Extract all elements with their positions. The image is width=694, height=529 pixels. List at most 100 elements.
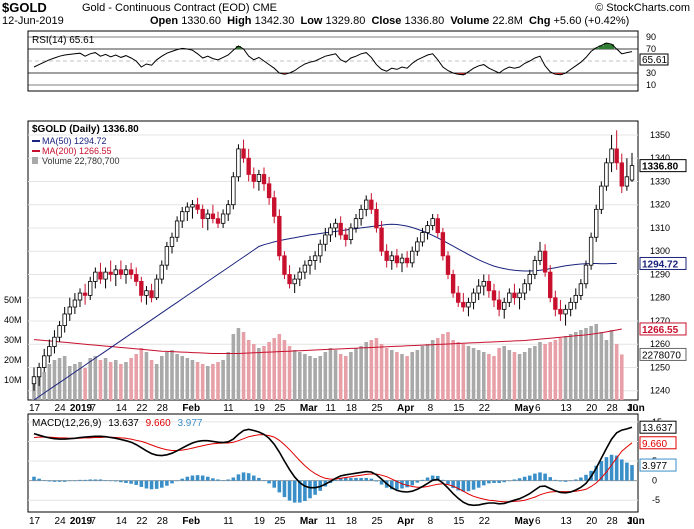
macd-hist-bar	[343, 477, 348, 481]
volume-value: 22.8M	[492, 15, 523, 27]
candle-body	[507, 292, 512, 303]
candle-body	[210, 213, 216, 220]
price-tick-label: 1240	[650, 386, 670, 396]
macd-hist-bar	[62, 480, 67, 482]
candle-body	[599, 185, 604, 210]
volume-bar	[589, 326, 593, 400]
volume-bar	[113, 360, 118, 400]
volume-bar	[313, 358, 317, 400]
volume-bar	[415, 350, 420, 400]
volume-bar	[318, 356, 323, 400]
volume-bar	[548, 342, 553, 400]
candle-body	[52, 336, 57, 347]
volume-bar	[389, 350, 394, 400]
volume-tick-label: 20M	[4, 355, 22, 365]
candle-body	[491, 290, 497, 301]
candle-body	[394, 255, 400, 264]
macd-hist-bar	[548, 477, 553, 481]
x-axis-tick-label: 28	[157, 516, 169, 527]
volume-bar	[226, 352, 231, 400]
x-axis-tick-label: 17	[29, 403, 41, 414]
candle-body	[88, 281, 93, 296]
site-credit[interactable]: © StockCharts.com	[595, 2, 690, 14]
volume-bar	[277, 334, 282, 400]
candle-body	[149, 290, 154, 299]
candle-body	[251, 174, 256, 182]
candle-body	[287, 274, 292, 285]
last-ma50-label-box	[639, 256, 687, 270]
candle-body	[159, 264, 164, 280]
candle-body	[476, 285, 481, 294]
macd-hist-bar	[226, 479, 231, 481]
candle-body	[379, 227, 384, 252]
rsi-overbought-fill	[593, 47, 599, 49]
macd-hist-bar	[282, 480, 287, 498]
volume-bar	[573, 332, 578, 400]
candle-body	[200, 208, 205, 220]
macd-hist-bar	[139, 480, 144, 487]
candle-body	[420, 232, 425, 243]
volume-bar	[134, 354, 139, 400]
macd-hist-bar	[461, 480, 466, 492]
macd-panel[interactable]: 151050-5 MACD(12,26,9) 13.637 9.660 3.97…	[27, 413, 677, 513]
x-axis-tick-label: 18	[346, 516, 358, 527]
price-last-labels: 1336.80 1294.72 1266.55 2278070	[639, 159, 687, 361]
candle-body	[47, 346, 52, 357]
volume-bar	[354, 348, 358, 400]
macd-hist-bar	[400, 480, 404, 489]
volume-bar	[584, 328, 588, 400]
volume-bar	[88, 358, 93, 400]
candle-body	[548, 271, 553, 299]
volume-bar	[609, 330, 614, 400]
volume-bar	[236, 328, 241, 400]
macd-hist-bar	[527, 475, 532, 481]
macd-hist-bar	[389, 480, 394, 490]
volume-bar	[558, 338, 563, 400]
volume-bar	[507, 350, 512, 400]
volume-bar	[430, 340, 435, 400]
signal-last-label: 9.660	[642, 439, 667, 450]
candle-body	[144, 290, 149, 296]
candle-body	[292, 278, 297, 285]
macd-hist-bar	[349, 477, 353, 481]
macd-hist-bar	[170, 480, 174, 484]
macd-hist-bar	[119, 480, 123, 483]
price-tick-label: 1270	[650, 316, 670, 326]
x-axis-tick-label: 8	[428, 516, 434, 527]
candle-body	[307, 260, 313, 266]
candle-body	[496, 299, 502, 310]
price-panel[interactable]: 1350 1340 1330 1320 1310 1300 1290 1280 1270 1260…	[4, 120, 687, 401]
macd-hist-bar	[379, 480, 384, 485]
volume-bar	[154, 364, 159, 400]
volume-tick-label: 30M	[4, 335, 22, 345]
candle-body	[154, 278, 159, 299]
candle-body	[404, 257, 410, 264]
quote-date: 12-Jun-2019	[2, 15, 64, 27]
candle-body	[82, 292, 88, 296]
candle-body	[425, 225, 430, 233]
macd-hist-bar	[175, 480, 179, 482]
rsi-tick-label: 30	[646, 68, 656, 78]
x-axis-tick-label: 28	[607, 403, 619, 414]
x-axis-tick-label: 13	[561, 403, 573, 414]
volume-bar	[594, 324, 599, 400]
macd-hist-bar	[267, 480, 271, 484]
candle-body	[466, 301, 471, 308]
macd-hist-bar	[441, 479, 445, 481]
rsi-oversold-fill	[281, 73, 287, 75]
rsi-panel[interactable]: 9070503010 RSI(14) 65.61 65.61	[27, 30, 669, 92]
rsi-grid	[28, 36, 638, 86]
volume-tick-label: 40M	[4, 315, 22, 325]
candle-body	[558, 308, 563, 315]
candle-body	[450, 274, 456, 294]
last-close-label: 1336.80	[642, 162, 679, 173]
macd-hist-bar	[625, 462, 629, 481]
volume-bar	[522, 352, 527, 400]
candle-body	[568, 301, 573, 310]
macd-tick-label: 0	[652, 476, 657, 486]
macd-hist-bar	[420, 479, 425, 481]
x-axis-tick-label: 25	[371, 516, 383, 527]
signal-last-label-box	[639, 436, 677, 450]
volume-bar	[420, 346, 425, 400]
